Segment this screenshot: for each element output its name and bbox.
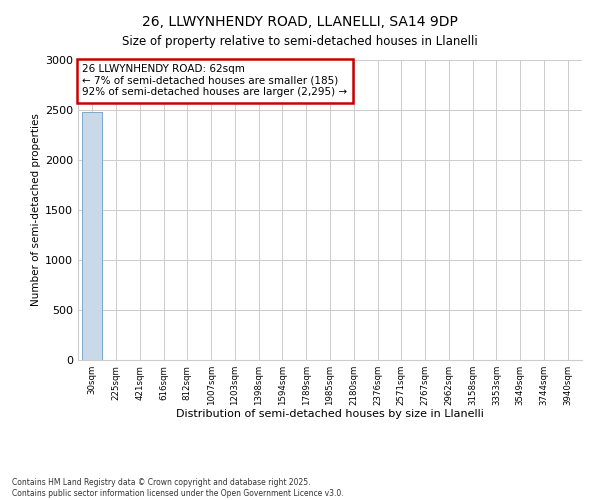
Bar xyxy=(82,112,103,360)
Text: Size of property relative to semi-detached houses in Llanelli: Size of property relative to semi-detach… xyxy=(122,35,478,48)
Y-axis label: Number of semi-detached properties: Number of semi-detached properties xyxy=(31,114,41,306)
Text: Contains HM Land Registry data © Crown copyright and database right 2025.
Contai: Contains HM Land Registry data © Crown c… xyxy=(12,478,344,498)
X-axis label: Distribution of semi-detached houses by size in Llanelli: Distribution of semi-detached houses by … xyxy=(176,410,484,420)
Text: 26, LLWYNHENDY ROAD, LLANELLI, SA14 9DP: 26, LLWYNHENDY ROAD, LLANELLI, SA14 9DP xyxy=(142,15,458,29)
Text: 26 LLWYNHENDY ROAD: 62sqm
← 7% of semi-detached houses are smaller (185)
92% of : 26 LLWYNHENDY ROAD: 62sqm ← 7% of semi-d… xyxy=(82,64,347,98)
